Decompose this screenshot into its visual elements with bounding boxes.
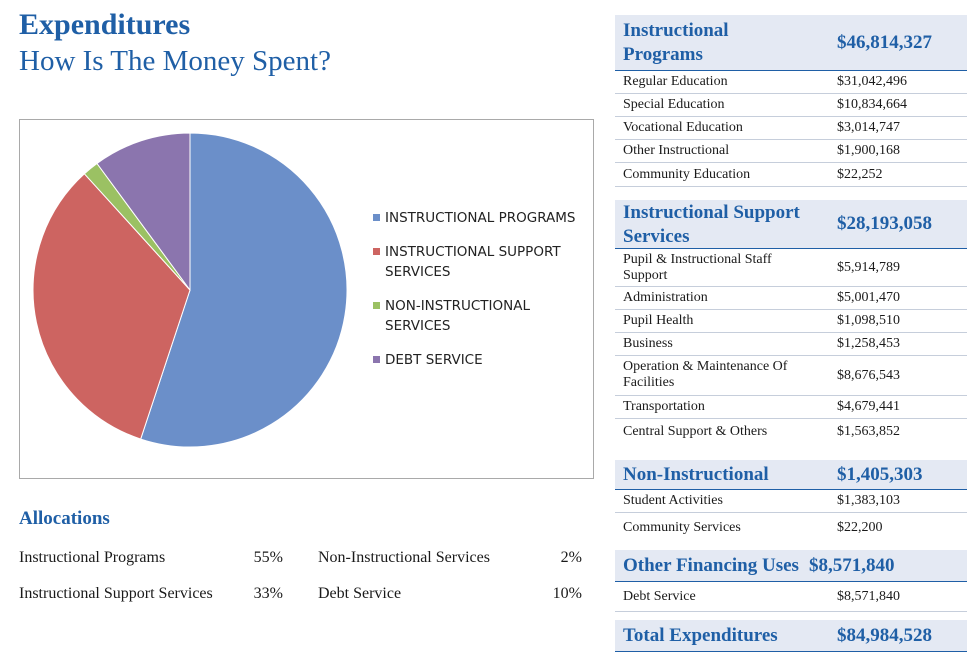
chart-legend: INSTRUCTIONAL PROGRAMS INSTRUCTIONAL SUP… [373, 208, 593, 384]
table-row: Community Education $22,252 [615, 163, 967, 187]
pie-chart-frame: INSTRUCTIONAL PROGRAMS INSTRUCTIONAL SUP… [19, 119, 594, 479]
row-label: Debt Service [623, 589, 696, 604]
row-amount: $22,200 [837, 520, 883, 535]
row-amount: $5,001,470 [837, 290, 900, 305]
row-label: Student Activities [623, 493, 723, 508]
section-instructional-support-services: Instructional Support Services $28,193,0… [615, 200, 967, 446]
table-row: Pupil Health $1,098,510 [615, 310, 967, 333]
table-row: Student Activities $1,383,103 [615, 490, 967, 513]
row-label: Pupil Health [623, 313, 694, 328]
page-subtitle: How Is The Money Spent? [19, 45, 331, 77]
row-label: Other Instructional [623, 143, 730, 158]
row-label: Operation & Maintenance Of Facilities [623, 359, 788, 390]
allocations-title: Allocations [19, 508, 110, 529]
row-label: Business [623, 336, 673, 351]
row-amount: $22,252 [837, 167, 883, 182]
section-instructional-programs: Instructional Programs $46,814,327 Regul… [615, 15, 967, 187]
section-amount: $8,571,840 [809, 555, 895, 576]
row-label: Special Education [623, 97, 725, 112]
section-total-expenditures: Total Expenditures $84,984,528 [615, 620, 967, 652]
table-row: Regular Education $31,042,496 [615, 71, 967, 94]
section-header: Total Expenditures $84,984,528 [615, 620, 967, 652]
table-row: Other Instructional $1,900,168 [615, 140, 967, 163]
pie-slice-instructional-programs [140, 132, 348, 448]
legend-label: NON-INSTRUCTIONAL SERVICES [385, 298, 530, 334]
section-other-financing-uses: Other Financing Uses $8,571,840 Debt Ser… [615, 550, 967, 612]
section-title: Instructional Support Services [623, 202, 800, 247]
row-amount: $8,676,543 [837, 368, 900, 383]
row-amount: $1,900,168 [837, 143, 900, 158]
legend-item-instructional-support: INSTRUCTIONAL SUPPORT SERVICES [373, 242, 593, 282]
row-amount: $8,571,840 [837, 589, 900, 604]
section-title: Total Expenditures [623, 625, 778, 646]
section-title: Non-Instructional [623, 464, 769, 485]
table-row: Administration $5,001,470 [615, 287, 967, 310]
row-label: Community Services [623, 520, 741, 535]
allocation-label-instructional-support: Instructional Support Services [19, 585, 213, 602]
allocation-label-non-instructional: Non-Instructional Services [318, 549, 490, 566]
legend-swatch [373, 214, 380, 221]
section-non-instructional: Non-Instructional $1,405,303 Student Act… [615, 460, 967, 543]
section-amount: $84,984,528 [837, 625, 932, 646]
legend-label: INSTRUCTIONAL PROGRAMS [385, 210, 576, 226]
row-amount: $3,014,747 [837, 120, 900, 135]
row-amount: $1,563,852 [837, 424, 900, 439]
allocation-label-instructional-programs: Instructional Programs [19, 549, 166, 566]
legend-label: INSTRUCTIONAL SUPPORT SERVICES [385, 244, 561, 280]
legend-item-instructional-programs: INSTRUCTIONAL PROGRAMS [373, 208, 593, 228]
table-row: Special Education $10,834,664 [615, 94, 967, 117]
pie-chart [32, 132, 348, 448]
legend-swatch [373, 302, 380, 309]
pie-slice-instructional-support-services [32, 173, 191, 440]
row-label: Pupil & Instructional Staff Support [623, 252, 772, 283]
section-title: Instructional Programs [623, 20, 729, 65]
row-amount: $1,383,103 [837, 493, 900, 508]
table-row: Debt Service $8,571,840 [615, 582, 967, 612]
table-row: Operation & Maintenance Of Facilities $8… [615, 356, 967, 396]
allocation-label-debt-service: Debt Service [318, 585, 402, 602]
row-amount: $1,258,453 [837, 336, 900, 351]
legend-swatch [373, 356, 380, 363]
section-header: Other Financing Uses $8,571,840 [615, 550, 967, 582]
row-label: Central Support & Others [623, 424, 768, 439]
section-header: Instructional Programs $46,814,327 [615, 15, 967, 71]
row-label: Vocational Education [623, 120, 743, 135]
row-amount: $10,834,664 [837, 97, 907, 112]
row-label: Transportation [623, 399, 705, 414]
table-row: Pupil & Instructional Staff Support $5,9… [615, 249, 967, 287]
row-label: Regular Education [623, 74, 728, 89]
legend-label: DEBT SERVICE [385, 352, 483, 368]
legend-item-debt-service: DEBT SERVICE [373, 350, 593, 370]
legend-swatch [373, 248, 380, 255]
section-amount: $46,814,327 [837, 32, 932, 53]
row-label: Administration [623, 290, 708, 305]
section-amount: $28,193,058 [837, 213, 932, 234]
section-title: Other Financing Uses [623, 555, 799, 576]
page-title: Expenditures [19, 8, 191, 41]
legend-item-non-instructional: NON-INSTRUCTIONAL SERVICES [373, 296, 593, 336]
row-amount: $31,042,496 [837, 74, 907, 89]
table-row: Central Support & Others $1,563,852 [615, 419, 967, 446]
allocation-value-debt-service: 10% [552, 585, 582, 602]
table-row: Vocational Education $3,014,747 [615, 117, 967, 140]
allocation-value-non-instructional: 2% [560, 549, 582, 566]
table-row: Business $1,258,453 [615, 333, 967, 356]
table-row: Transportation $4,679,441 [615, 396, 967, 419]
row-amount: $4,679,441 [837, 399, 900, 414]
row-amount: $5,914,789 [837, 260, 900, 275]
row-amount: $1,098,510 [837, 313, 900, 328]
table-row: Community Services $22,200 [615, 513, 967, 543]
section-header: Instructional Support Services $28,193,0… [615, 200, 967, 249]
section-header: Non-Instructional $1,405,303 [615, 460, 967, 490]
allocation-value-instructional-support: 33% [253, 585, 283, 602]
allocation-value-instructional-programs: 55% [253, 549, 283, 566]
pie-slice-debt-service [96, 132, 191, 292]
row-label: Community Education [623, 167, 751, 182]
section-amount: $1,405,303 [837, 464, 923, 485]
